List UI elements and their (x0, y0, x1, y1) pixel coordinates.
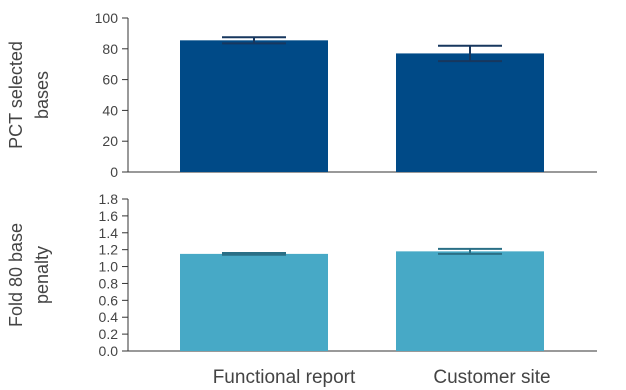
y-tick-label: 0.2 (99, 326, 119, 342)
y-tick-label: 60 (102, 72, 118, 88)
y-tick-label: 1.4 (99, 225, 119, 241)
y-tick-label: 0.4 (99, 309, 119, 325)
y-tick-label: 0 (110, 164, 118, 180)
x-category-labels: Functional report Customer site (213, 367, 551, 388)
y-tick-label: 0.6 (99, 292, 119, 308)
y-axis-label-line: Fold 80 base (6, 223, 26, 327)
bar-customer-site (396, 53, 544, 172)
y-tick-label: 1.8 (99, 191, 119, 207)
y-tick-label: 40 (102, 102, 118, 118)
y-tick-label: 20 (102, 133, 118, 149)
panel-pct-selected-bases: 0 20 40 60 80 100 PCT selected bases (6, 10, 597, 180)
y-tick-label: 1.2 (99, 242, 119, 258)
bar-customer-site (396, 251, 544, 351)
y-tick-label: 100 (95, 10, 119, 26)
y-tick-label: 0.0 (99, 343, 119, 359)
bar-functional-report (180, 253, 328, 351)
y-tick-label: 80 (102, 41, 118, 57)
y-tick-label: 1.6 (99, 208, 119, 224)
y-axis-label-line: penalty (32, 246, 52, 304)
y-tick-label: 0.8 (99, 275, 119, 291)
y-axis-label-line: PCT selected (6, 41, 26, 149)
y-axis-label-line: bases (32, 71, 52, 119)
panel-fold-80-base-penalty: 0.00.20.40.60.81.01.21.41.61.8 Fold 80 ba… (6, 191, 597, 359)
bar-functional-report (180, 40, 328, 172)
x-category-label-customer-site: Customer site (433, 367, 550, 388)
x-category-label-functional-report: Functional report (213, 367, 356, 388)
y-tick-label: 1.0 (99, 259, 119, 275)
